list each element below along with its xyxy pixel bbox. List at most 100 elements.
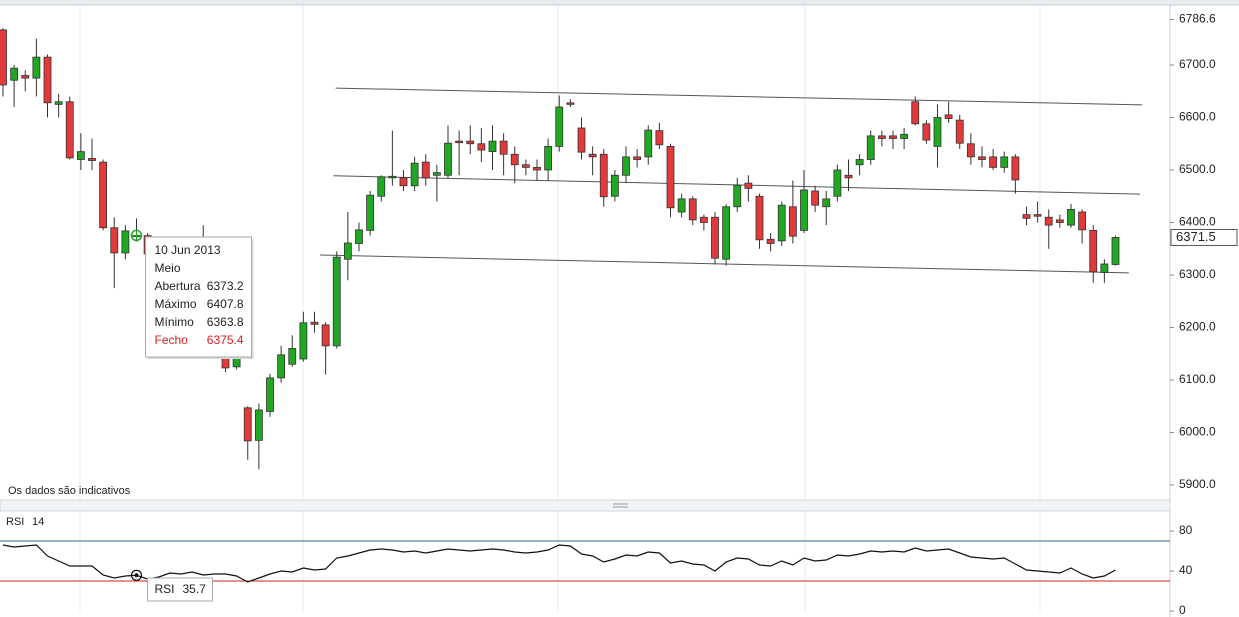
tooltip-label: Fecho [155,333,189,347]
candle-body [677,198,686,213]
candle-body [477,143,486,151]
rsi-line [2,544,1116,583]
candle-body [944,114,953,119]
candle-body [833,169,842,197]
candle-body [966,143,975,158]
tooltip-label: Mínimo [155,315,195,329]
candle-body [1022,214,1031,219]
candle-body [288,348,297,365]
tooltip-value: 6375.4 [207,333,244,347]
candle-body [777,204,786,242]
tooltip-value: 6407.8 [207,297,244,311]
candle-body [410,162,419,187]
candle-body [989,156,998,168]
last-price-label: 6371.5 [1176,229,1216,244]
candle-body [711,216,719,259]
candle-body [343,242,352,260]
candle-body [1000,156,1009,168]
candle-body [844,174,853,179]
tooltip-label: Abertura [155,279,201,293]
tooltip-mode: Meio [155,261,181,275]
candle-body [722,206,731,260]
candle-body [655,130,664,146]
candle-body [644,129,653,158]
candle-body [955,119,964,144]
candle-body [421,161,430,179]
candle-body [544,145,553,171]
candle-body [243,407,252,442]
candle-body [488,140,497,153]
candle-body [1055,219,1064,223]
candle-body [54,101,63,105]
y-tick-label: 6700.0 [1179,57,1216,71]
candle-body [633,156,642,160]
y-tick-label: 6200.0 [1179,320,1216,334]
rsi-tooltip [147,577,214,602]
tooltip [145,236,253,358]
candle-body [43,56,52,104]
tooltip-value: 6373.2 [207,279,244,293]
candle-body [499,140,508,155]
candle-body [933,117,942,147]
candle-body [455,140,464,144]
candle-body [310,321,319,325]
rsi-tooltip-name: RSI [155,582,175,596]
candle-body [622,156,630,176]
rsi-period: 14 [32,516,44,528]
candle-body [366,194,375,231]
candle-body [610,174,619,197]
candle-body [688,198,697,221]
rsi-tooltip-value: 35.7 [183,582,207,596]
candle-body [266,377,274,412]
candle-body [110,227,119,254]
panel-divider[interactable] [0,499,1171,512]
tooltip-date: 10 Jun 2013 [155,243,221,257]
hover-marker [130,569,143,581]
y-tick-label: 6786.6 [1179,12,1216,26]
hover-marker [130,229,143,242]
candle-body [121,230,130,254]
candle-body [1033,214,1042,217]
candle-body [666,145,675,209]
candle-body [566,102,575,105]
y-tick-label: 6100.0 [1179,372,1216,386]
candle-body [432,172,441,176]
y-tick-label: 6500.0 [1179,162,1216,176]
candle-body [1011,156,1020,181]
candle-body [21,75,30,79]
candle-body [1078,211,1087,231]
candle-body [444,142,452,176]
last-price-box [1170,228,1238,246]
candle-body [32,56,41,79]
candle-body [744,182,753,189]
candle-body [900,133,909,139]
candle-body [588,153,597,158]
candle-body [733,184,742,208]
candle-body [466,140,475,145]
candle-body [811,190,820,206]
hover-dot [134,573,139,578]
candle-body [855,159,864,166]
candle-body [911,101,920,125]
tooltip-label: Máximo [155,297,197,311]
candle-body [1067,208,1075,226]
candle-body [10,67,19,81]
y-tick-label: 80 [1179,523,1193,537]
candle-body [76,151,85,160]
trendline [320,254,1129,274]
candle-body [1111,237,1120,265]
candle-body [822,198,831,208]
candle-body [766,238,775,244]
rsi-title: RSI [6,516,24,528]
y-tick-label: 6400.0 [1179,215,1216,229]
candle-body [510,153,519,166]
candle-body [277,354,286,379]
y-tick-label: 5900.0 [1179,477,1216,491]
candle-body [1089,229,1098,273]
candle-body [922,123,931,141]
candle-body [355,229,363,244]
candle-body [88,158,96,161]
y-tick-label: 6300.0 [1179,267,1216,281]
candle-body [1100,263,1109,273]
